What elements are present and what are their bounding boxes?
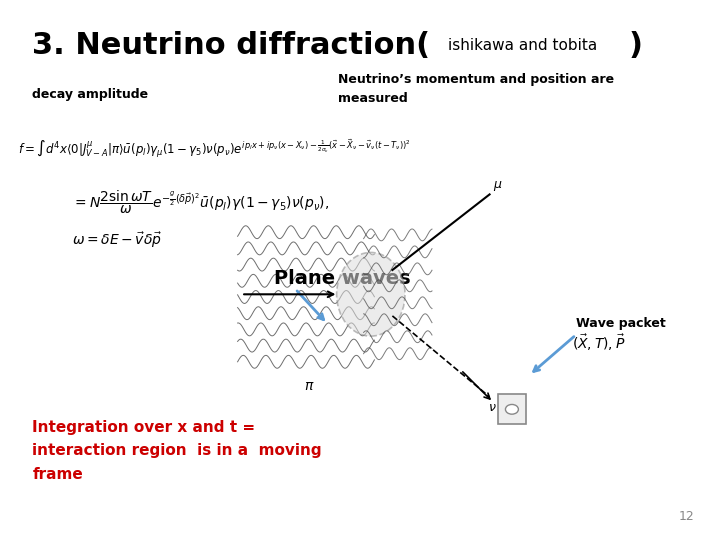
Text: $f = \int d^4x\langle 0|J^\mu_{V-A}|\pi\rangle \bar{u}(p_l)\gamma_\mu(1-\gamma_5: $f = \int d^4x\langle 0|J^\mu_{V-A}|\pi\… [18, 138, 411, 159]
Text: decay amplitude: decay amplitude [32, 88, 148, 101]
Text: Plane waves: Plane waves [274, 268, 410, 288]
Text: $(\vec{X},T), \vec{P}$: $(\vec{X},T), \vec{P}$ [572, 333, 626, 353]
FancyBboxPatch shape [498, 394, 526, 424]
Text: $\pi$: $\pi$ [305, 379, 315, 393]
Text: Wave packet: Wave packet [576, 318, 666, 330]
Text: ishikawa and tobita: ishikawa and tobita [448, 38, 597, 53]
Text: ): ) [629, 31, 642, 60]
Text: 3. Neutrino diffraction(: 3. Neutrino diffraction( [32, 31, 431, 60]
Ellipse shape [337, 252, 405, 336]
Text: $\omega = \delta E - \vec{v}\delta\vec{p}$: $\omega = \delta E - \vec{v}\delta\vec{p… [72, 231, 162, 250]
Text: $\mu$: $\mu$ [493, 179, 503, 193]
Text: Neutrino’s momentum and position are
measured: Neutrino’s momentum and position are mea… [338, 73, 615, 105]
Circle shape [505, 404, 518, 414]
Text: $\nu$: $\nu$ [488, 401, 497, 414]
Text: $= N\dfrac{2\sin\omega T}{\omega}e^{-\frac{g}{2}(\delta\vec{p})^2}\bar{u}(p_l)\g: $= N\dfrac{2\sin\omega T}{\omega}e^{-\fr… [72, 189, 329, 216]
Text: Integration over x and t =
interaction region  is in a  moving
frame: Integration over x and t = interaction r… [32, 420, 322, 482]
Text: 12: 12 [679, 510, 695, 523]
